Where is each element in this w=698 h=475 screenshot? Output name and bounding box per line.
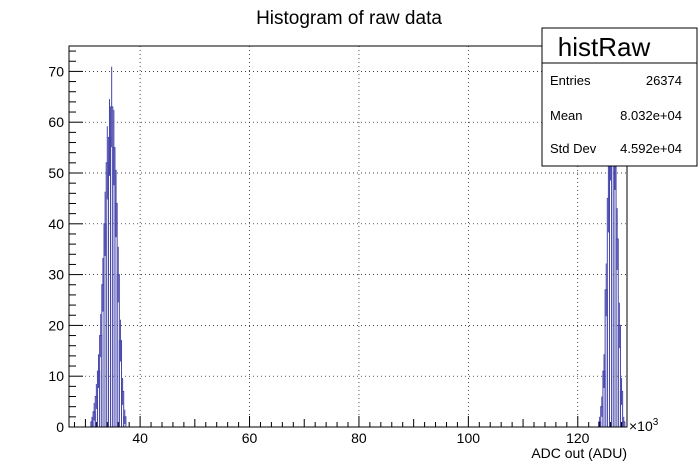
y-tick-label: 30 [48,267,64,283]
stats-mean-value: 8.032e+04 [620,108,682,123]
y-tick-label: 50 [48,165,64,181]
stats-box-title: histRaw [558,32,651,62]
stats-stddev-value: 4.592e+04 [620,141,682,156]
grid-lines [69,46,627,427]
x-tick-label: 80 [351,430,367,446]
stats-entries-label: Entries [550,73,591,88]
x-tick-label: 100 [457,430,481,446]
x-tick-label: 40 [132,430,148,446]
stats-mean-label: Mean [550,108,583,123]
y-tick-label: 60 [48,114,64,130]
x-tick-label: 120 [566,430,590,446]
x-tick-label: 60 [242,430,258,446]
y-tick-label: 20 [48,317,64,333]
stats-box-border [541,27,698,167]
y-tick-label: 70 [48,63,64,79]
x-exponent-label: ×103 [629,417,659,434]
x-exponent-power: 3 [653,417,659,428]
y-tick-label: 40 [48,216,64,232]
stats-entries-value: 26374 [646,73,682,88]
chart-title: Histogram of raw data [256,8,442,29]
stats-box: histRaw Entries 26374 Mean 8.032e+04 Std… [541,27,698,167]
x-axis-ticks: 40 60 80 100 120 [73,416,623,446]
stats-stddev-label: Std Dev [550,141,597,156]
x-axis-label: ADC out (ADU) [531,445,627,461]
y-axis-ticks: 0 10 20 30 40 50 60 70 [48,50,83,435]
y-tick-label: 0 [56,419,64,435]
x-exponent-base: ×10 [629,418,653,434]
y-tick-label: 10 [48,368,64,384]
